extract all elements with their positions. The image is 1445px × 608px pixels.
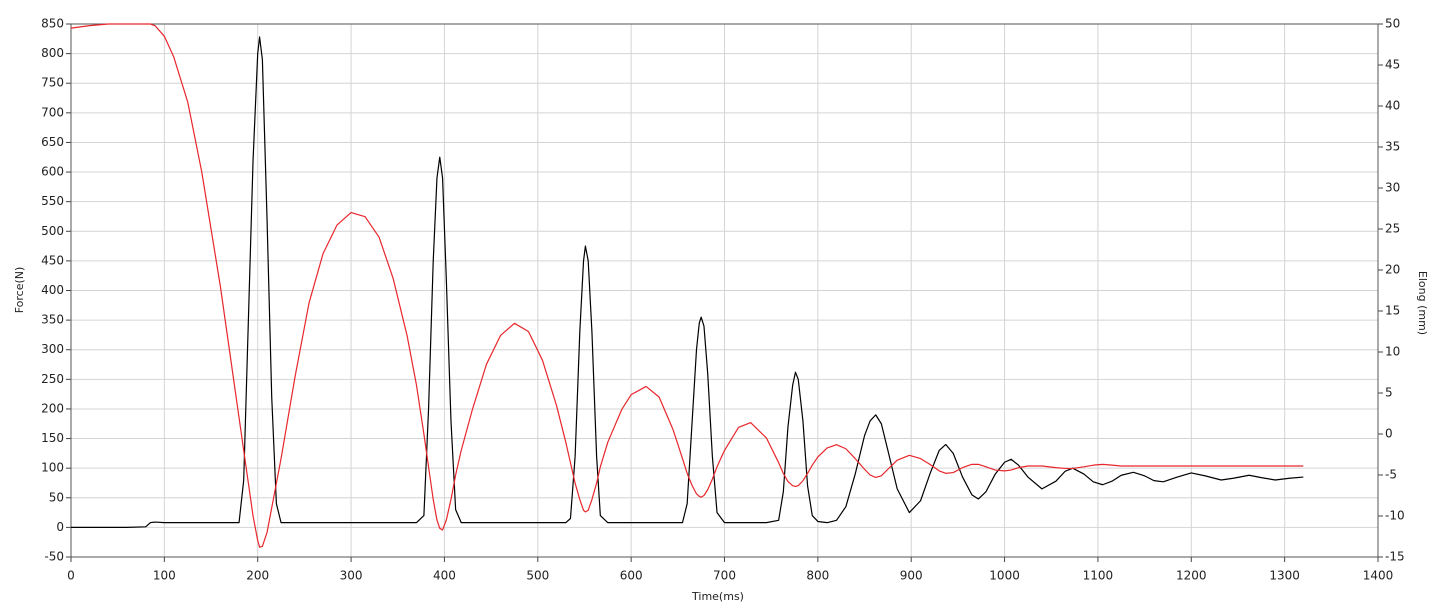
y-tick-label: 200: [41, 401, 64, 415]
y2-tick-label: 25: [1385, 222, 1400, 236]
x-tick-label: 0: [67, 569, 75, 583]
y-tick-label: 650: [41, 135, 64, 149]
y2-axis-label: Elong (mm): [1416, 271, 1429, 335]
x-tick-label: 400: [433, 569, 456, 583]
y2-tick-label: 20: [1385, 263, 1400, 277]
series-line: [70, 23, 1304, 548]
y2-tick-label: 40: [1385, 99, 1400, 113]
y-axis-label: Force(N): [13, 267, 26, 314]
x-tick-label: 1400: [1363, 569, 1394, 583]
y2-tick-label: 10: [1385, 345, 1400, 359]
y-tick-label: -50: [44, 550, 64, 564]
y-tick-label: 750: [41, 76, 64, 90]
y2-tick-label: -10: [1385, 509, 1405, 523]
y2-tick-label: 35: [1385, 140, 1400, 154]
y2-tick-label: 15: [1385, 304, 1400, 318]
y-tick-label: 100: [41, 461, 64, 475]
y-tick-label: 600: [41, 165, 64, 179]
y-tick-label: 350: [41, 313, 64, 327]
y-tick-label: 700: [41, 105, 64, 119]
y-tick-label: 550: [41, 194, 64, 208]
y2-tick-label: -15: [1385, 550, 1405, 564]
y2-tick-label: -5: [1385, 468, 1397, 482]
x-tick-label: 600: [620, 569, 643, 583]
x-tick-label: 1100: [1083, 569, 1114, 583]
x-tick-label: 1300: [1269, 569, 1300, 583]
x-tick-label: 500: [526, 569, 549, 583]
y-tick-label: 150: [41, 431, 64, 445]
y-tick-label: 50: [49, 490, 64, 504]
y2-tick-label: 5: [1385, 386, 1393, 400]
y2-tick-label: 50: [1385, 17, 1400, 31]
x-tick-label: 1000: [989, 569, 1020, 583]
plot-frame: [70, 23, 1379, 558]
y-tick-label: 0: [56, 520, 64, 534]
y-tick-label: 300: [41, 342, 64, 356]
y-tick-label: 800: [41, 46, 64, 60]
x-tick-label: 100: [153, 569, 176, 583]
x-tick-label: 200: [246, 569, 269, 583]
x-tick-label: 1200: [1176, 569, 1207, 583]
x-axis-label: Time(ms): [691, 590, 744, 603]
y2-tick-label: 30: [1385, 181, 1400, 195]
y-tick-label: 250: [41, 372, 64, 386]
y2-tick-label: 0: [1385, 427, 1393, 441]
series-line: [71, 36, 1304, 528]
x-tick-label: 300: [340, 569, 363, 583]
y-tick-label: 500: [41, 224, 64, 238]
y2-tick-label: 45: [1385, 58, 1400, 72]
y-tick-label: 450: [41, 253, 64, 267]
y-tick-label: 850: [41, 17, 64, 31]
x-tick-label: 900: [900, 569, 923, 583]
x-tick-label: 800: [806, 569, 829, 583]
y-tick-label: 400: [41, 283, 64, 297]
x-tick-label: 700: [713, 569, 736, 583]
